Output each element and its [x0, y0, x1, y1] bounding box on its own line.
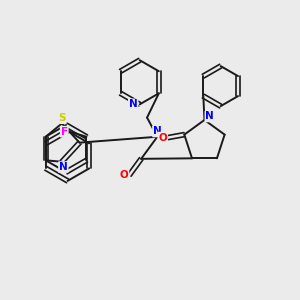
Text: S: S — [58, 113, 66, 123]
Text: N: N — [59, 162, 68, 172]
Text: O: O — [158, 133, 167, 142]
Text: N: N — [129, 99, 138, 110]
Text: N: N — [153, 126, 162, 136]
Text: N: N — [206, 111, 214, 122]
Text: F: F — [61, 127, 68, 137]
Text: O: O — [120, 170, 128, 180]
